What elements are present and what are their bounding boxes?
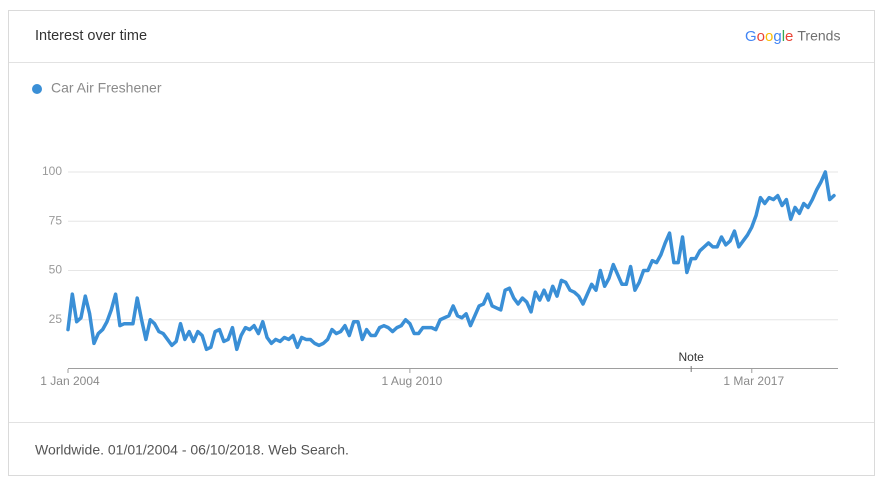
x-tick-label: 1 Mar 2017 <box>723 374 784 388</box>
footer-text: Worldwide. 01/01/2004 - 06/10/2018. Web … <box>35 442 349 458</box>
legend-swatch <box>32 84 42 94</box>
y-tick-label: 75 <box>49 213 63 227</box>
annotation-label: Note <box>679 350 705 364</box>
logo-brand: Google <box>745 28 793 45</box>
card-title: Interest over time <box>35 28 147 44</box>
x-tick-label: 1 Jan 2004 <box>40 374 100 388</box>
series-line <box>66 170 836 352</box>
x-tick-label: 1 Aug 2010 <box>382 374 443 388</box>
legend-label: Car Air Freshener <box>51 80 162 96</box>
y-tick-label: 50 <box>49 263 63 277</box>
y-tick-label: 25 <box>49 312 63 326</box>
logo-product: Trends <box>797 28 840 44</box>
y-tick-label: 100 <box>42 164 62 178</box>
